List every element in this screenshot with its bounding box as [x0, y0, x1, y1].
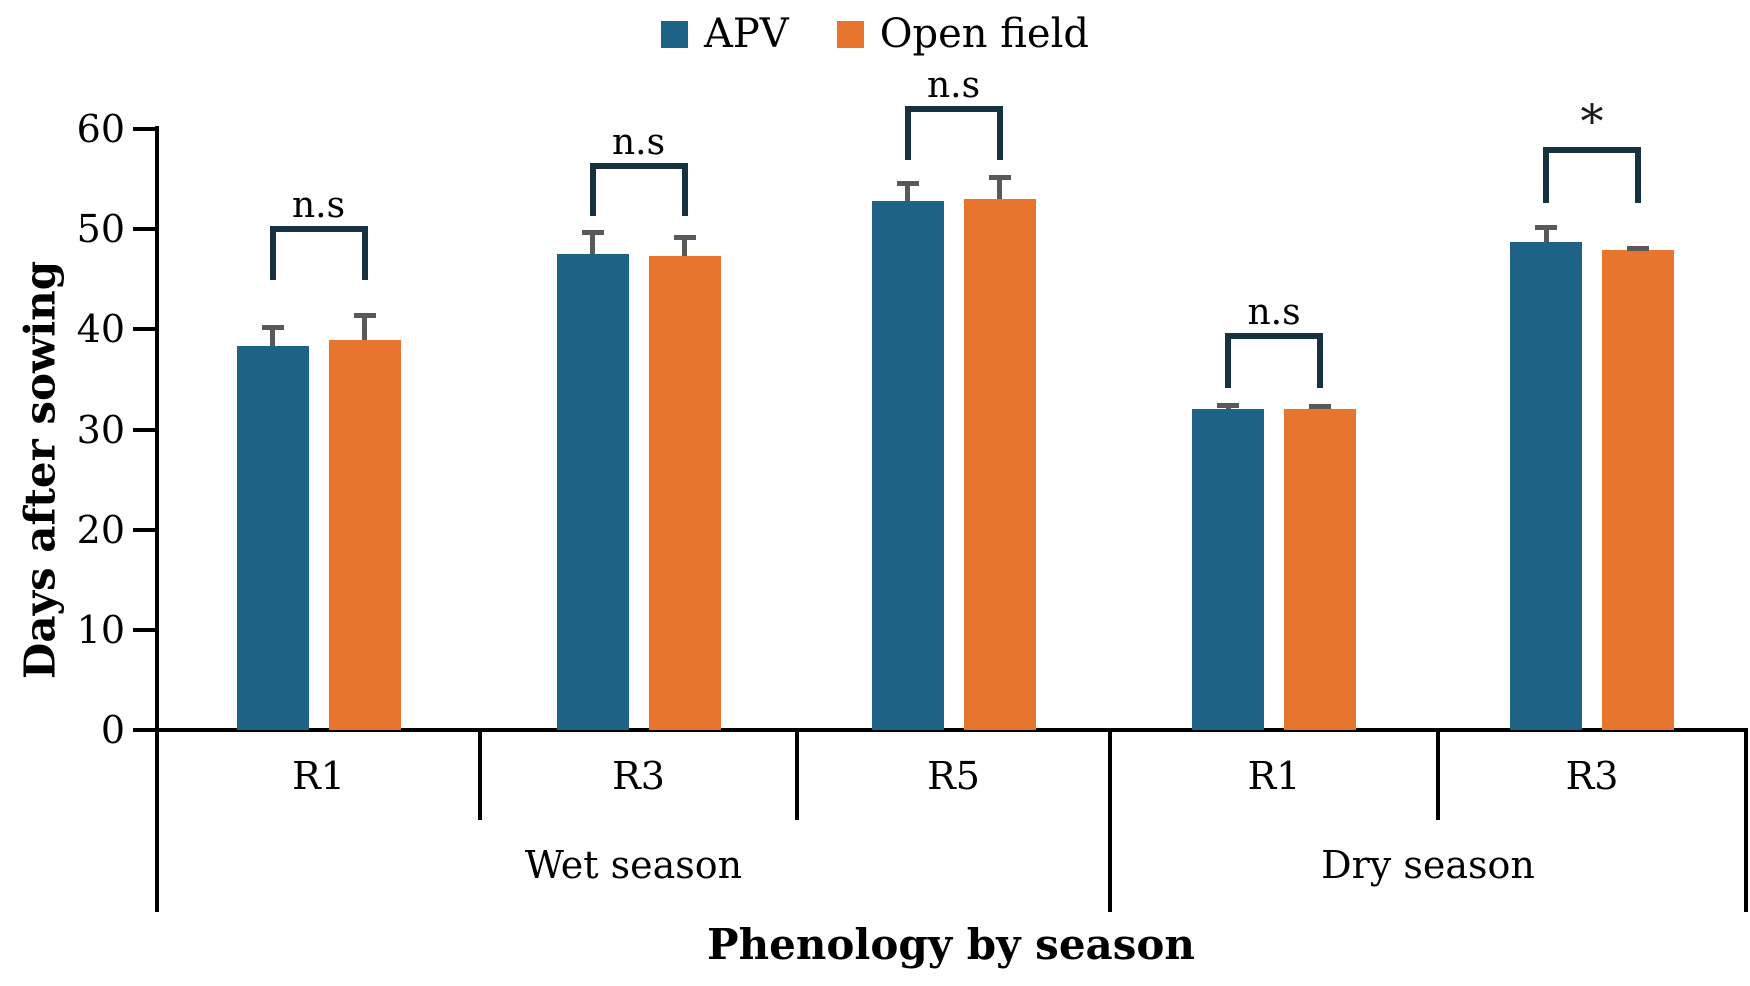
- legend-item-open-field: Open field: [836, 10, 1089, 58]
- significance-bracket-leg: [269, 229, 276, 281]
- error-bar-apv: [590, 232, 595, 255]
- significance-bracket-leg: [361, 229, 368, 281]
- significance-bracket: [589, 163, 688, 170]
- bar-apv: [556, 254, 629, 730]
- significance-bracket: [904, 105, 1003, 112]
- error-bar-cap-open-field: [1309, 403, 1331, 409]
- bar-open-field: [1284, 409, 1356, 730]
- significance-bracket: [269, 226, 368, 233]
- significance-label: *: [1580, 94, 1604, 149]
- significance-label: n.s: [291, 185, 346, 227]
- bar-open-field: [1602, 250, 1674, 730]
- y-tick: [133, 127, 157, 131]
- y-tick-label: 20: [76, 507, 125, 552]
- error-bar-cap-open-field: [673, 234, 696, 240]
- y-tick: [133, 227, 157, 232]
- y-tick: [133, 327, 157, 332]
- phenology-label: R5: [927, 754, 980, 798]
- season-separator: [155, 730, 159, 912]
- y-tick-label: 40: [76, 307, 125, 352]
- error-bar-cap-open-field: [353, 312, 376, 318]
- season-label: Dry season: [1321, 843, 1535, 887]
- phenology-label: R1: [1247, 754, 1301, 798]
- phenology-separator: [478, 730, 482, 820]
- legend-item-apv: APV: [661, 10, 789, 58]
- y-tick-label: 50: [76, 207, 125, 252]
- x-axis-title: Phenology by season: [707, 920, 1195, 969]
- legend-swatch-apv: [661, 20, 689, 48]
- y-tick-label: 0: [100, 708, 125, 752]
- x-axis-line: [155, 728, 1748, 732]
- y-tick: [133, 427, 157, 432]
- error-bar-open-field: [997, 177, 1002, 200]
- significance-bracket-leg: [1225, 336, 1231, 389]
- bar-apv: [1510, 242, 1582, 730]
- phenology-label: R3: [612, 754, 665, 798]
- legend-label-apv: APV: [704, 11, 789, 57]
- error-bar-cap-apv: [896, 180, 919, 186]
- legend-label-open-field: Open field: [879, 11, 1089, 57]
- phenology-separator: [795, 730, 799, 820]
- significance-bracket: [1543, 147, 1641, 154]
- y-tick-label: 30: [76, 407, 125, 452]
- significance-bracket-leg: [1317, 336, 1323, 389]
- y-tick: [133, 728, 157, 732]
- bar-apv: [1192, 409, 1264, 730]
- phenology-label: R3: [1565, 754, 1619, 798]
- significance-bracket-leg: [904, 108, 911, 161]
- significance-bracket-leg: [681, 166, 688, 217]
- bar-open-field: [648, 256, 721, 730]
- error-bar-cap-apv: [261, 324, 284, 330]
- significance-bracket: [1225, 333, 1323, 340]
- season-label: Wet season: [524, 843, 743, 887]
- error-bar-cap-apv: [1535, 224, 1557, 230]
- error-bar-cap-open-field: [1627, 245, 1649, 251]
- significance-bracket-leg: [996, 108, 1003, 161]
- y-tick-label: 10: [76, 607, 125, 652]
- significance-bracket-leg: [1543, 150, 1549, 204]
- error-bar-open-field: [682, 237, 687, 257]
- bar-open-field: [963, 199, 1036, 730]
- y-tick-label: 60: [76, 107, 125, 151]
- season-separator: [1744, 730, 1748, 912]
- significance-label: n.s: [1247, 292, 1301, 334]
- phenology-separator: [1436, 730, 1440, 820]
- significance-bracket-leg: [589, 166, 596, 217]
- legend-swatch-open-field: [836, 20, 864, 48]
- bar-apv: [236, 346, 309, 730]
- bar-open-field: [328, 340, 401, 730]
- significance-label: n.s: [611, 122, 666, 164]
- error-bar-cap-apv: [581, 229, 604, 235]
- season-separator: [1108, 730, 1112, 912]
- significance-bracket-leg: [1635, 150, 1641, 204]
- y-tick: [133, 527, 157, 532]
- bar-apv: [871, 201, 944, 730]
- error-bar-cap-apv: [1217, 402, 1239, 408]
- error-bar-open-field: [362, 315, 367, 341]
- error-bar-apv: [270, 327, 275, 347]
- y-axis-line: [155, 126, 159, 733]
- y-tick: [133, 627, 157, 632]
- error-bar-cap-open-field: [988, 174, 1011, 180]
- phenology-label: R1: [292, 754, 345, 798]
- error-bar-apv: [905, 183, 910, 202]
- chart-legend: APV Open field: [661, 10, 1089, 58]
- significance-label: n.s: [926, 64, 981, 106]
- error-bar-apv: [1543, 227, 1549, 243]
